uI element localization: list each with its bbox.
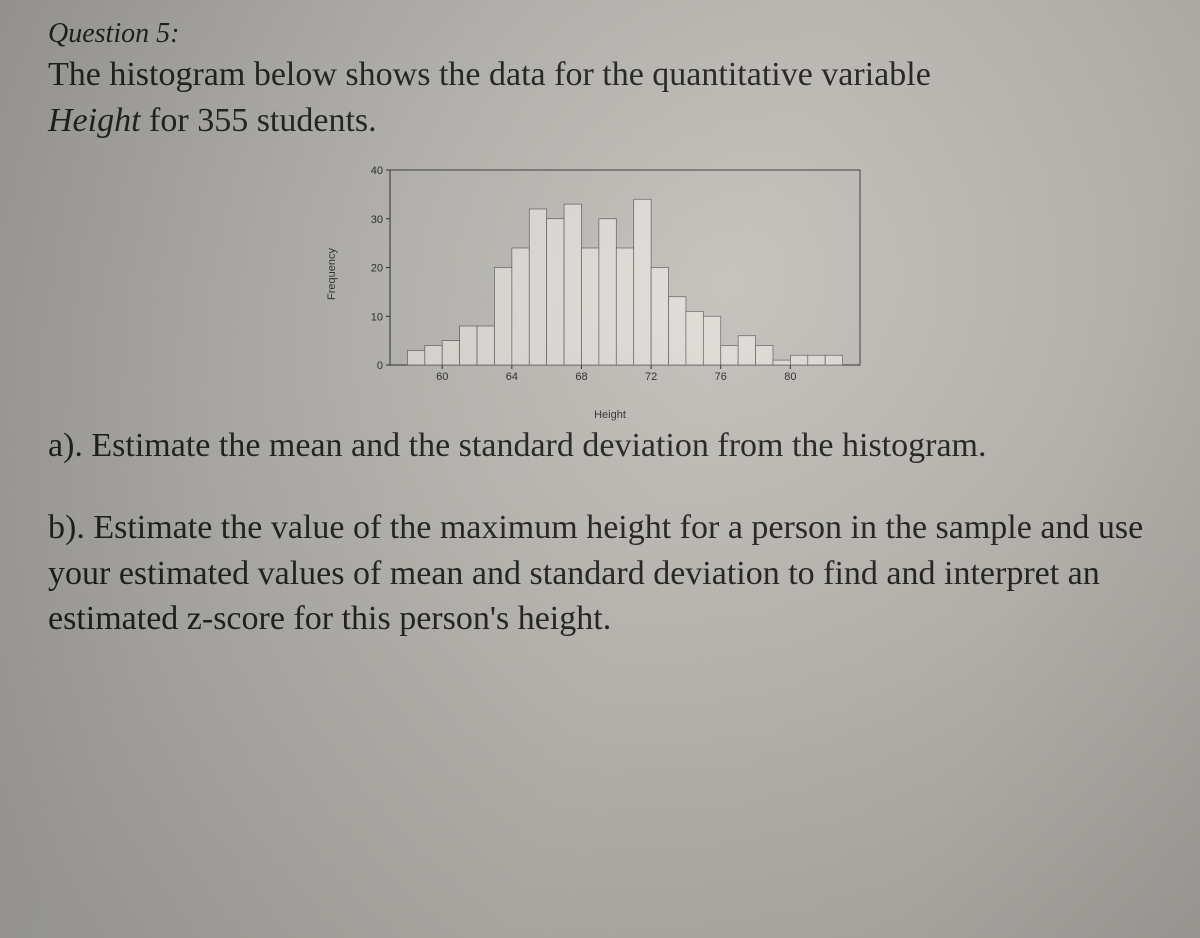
svg-text:40: 40 [371, 165, 383, 177]
svg-text:68: 68 [575, 371, 587, 383]
y-axis-label: Frequency [326, 248, 338, 300]
x-axis-label: Height [594, 409, 626, 421]
svg-text:20: 20 [371, 262, 383, 274]
svg-text:0: 0 [377, 360, 383, 372]
part-a-text: a). Estimate the mean and the standard d… [48, 423, 1172, 469]
question-label: Question 5: [48, 18, 1172, 50]
svg-text:64: 64 [506, 371, 518, 383]
page: Question 5: The histogram below shows th… [0, 0, 1200, 938]
intro-line2-italic: Height [48, 102, 141, 139]
intro-line1: The histogram below shows the data for t… [48, 56, 931, 93]
svg-text:80: 80 [784, 371, 796, 383]
histogram-svg: 0 10 20 30 40 60 64 68 72 76 80 [350, 162, 870, 387]
part-b-text: b). Estimate the value of the maximum he… [48, 505, 1172, 643]
svg-text:30: 30 [371, 214, 383, 226]
svg-text:60: 60 [436, 371, 448, 383]
svg-text:72: 72 [645, 371, 657, 383]
intro-line2-rest: for 355 students. [141, 102, 377, 139]
intro-text: The histogram below shows the data for t… [48, 52, 1172, 144]
svg-text:76: 76 [715, 371, 727, 383]
histogram-chart: Frequency 010203040606468727680 Height [350, 162, 870, 387]
svg-text:10: 10 [371, 311, 383, 323]
